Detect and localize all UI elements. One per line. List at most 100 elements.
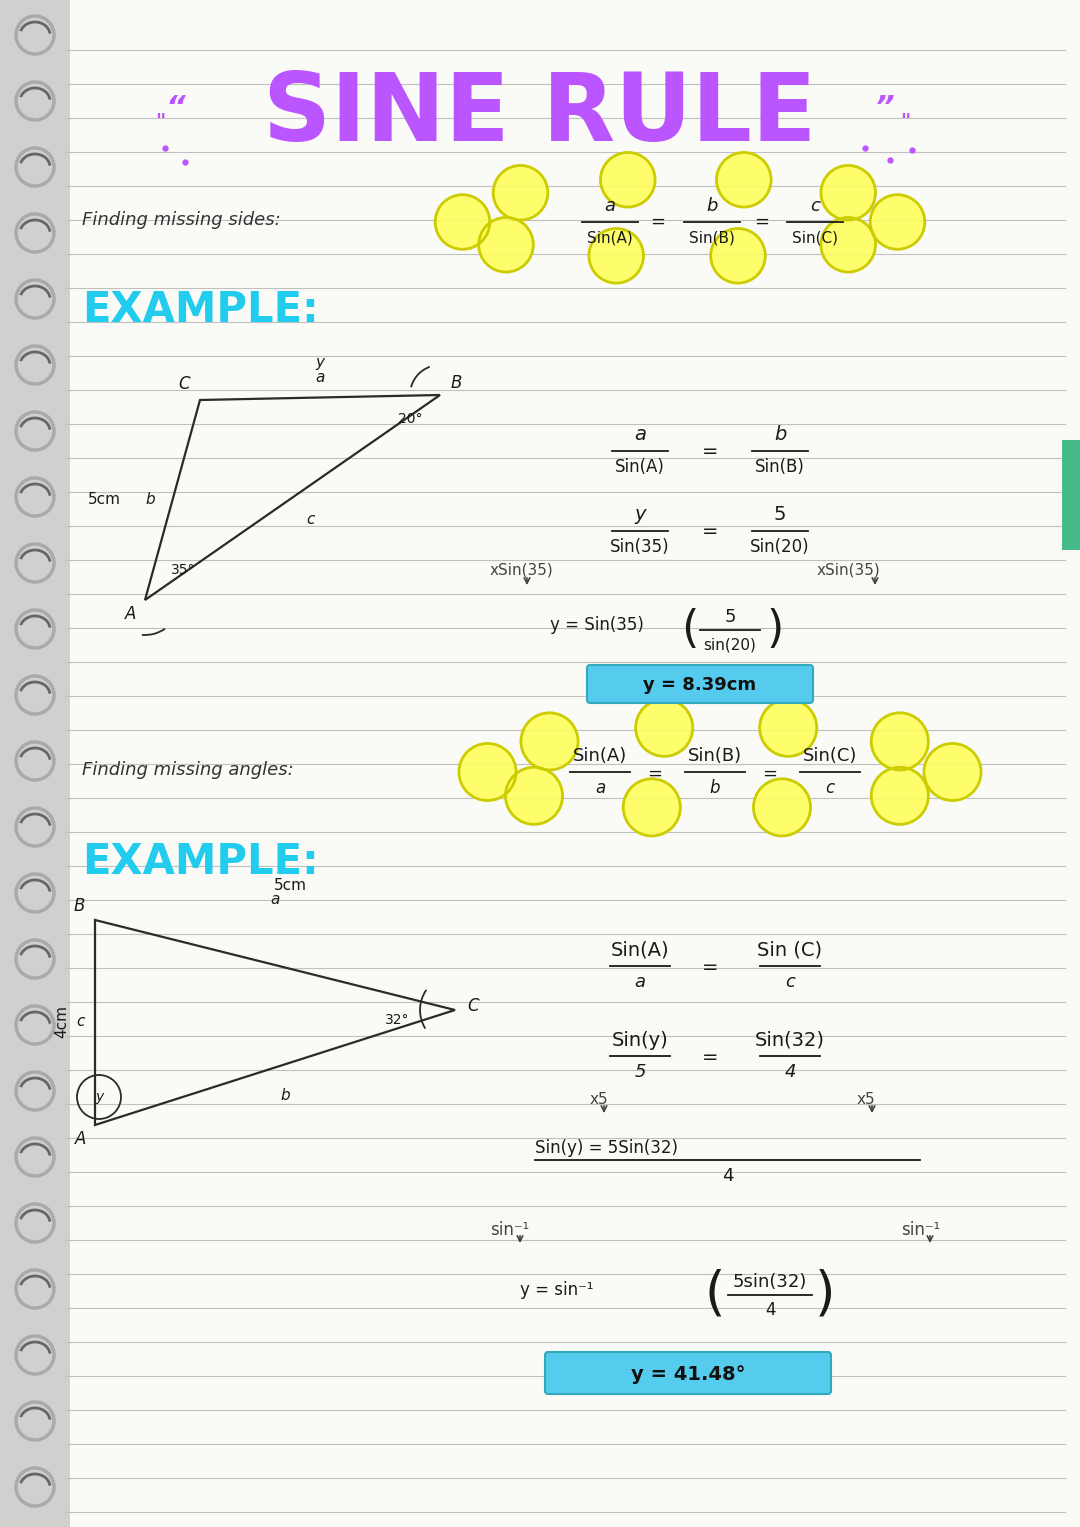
Text: C: C (468, 997, 478, 1015)
Circle shape (478, 217, 534, 272)
Text: y: y (634, 505, 646, 524)
Text: =: = (702, 443, 718, 461)
Circle shape (636, 699, 692, 756)
Text: a: a (315, 371, 325, 385)
Circle shape (754, 779, 811, 835)
Text: Sin(y) = 5Sin(32): Sin(y) = 5Sin(32) (535, 1139, 678, 1157)
FancyBboxPatch shape (545, 1351, 831, 1394)
Text: A: A (125, 605, 137, 623)
Text: Sin(B): Sin(B) (688, 747, 742, 765)
Circle shape (459, 744, 516, 800)
Text: xSin(35): xSin(35) (816, 562, 880, 577)
Text: y = 41.48°: y = 41.48° (631, 1365, 745, 1383)
Text: EXAMPLE:: EXAMPLE: (82, 289, 319, 331)
Text: =: = (702, 522, 718, 542)
Text: b: b (710, 779, 720, 797)
Circle shape (872, 767, 929, 825)
Text: =: = (648, 765, 662, 783)
Text: Sin(y): Sin(y) (611, 1031, 669, 1049)
Circle shape (521, 713, 578, 770)
FancyBboxPatch shape (588, 664, 813, 702)
Text: Sin(B): Sin(B) (689, 231, 734, 246)
Text: Sin(B): Sin(B) (755, 458, 805, 476)
Text: b: b (145, 493, 154, 507)
Text: b: b (706, 197, 718, 215)
Text: a: a (605, 197, 616, 215)
Text: B: B (73, 896, 84, 915)
Circle shape (870, 195, 924, 249)
Text: x5: x5 (590, 1092, 609, 1107)
Text: 5: 5 (634, 1063, 646, 1081)
Circle shape (924, 744, 981, 800)
Text: c: c (306, 513, 314, 527)
Text: Sin(32): Sin(32) (755, 1031, 825, 1049)
Text: 4: 4 (784, 1063, 796, 1081)
Text: Finding missing angles:: Finding missing angles: (82, 760, 294, 779)
Text: 4: 4 (765, 1301, 775, 1319)
Text: a: a (270, 892, 280, 907)
Text: 20°: 20° (397, 412, 422, 426)
Text: 32°: 32° (384, 1012, 409, 1028)
FancyBboxPatch shape (1062, 440, 1080, 550)
Circle shape (435, 195, 490, 249)
Text: c: c (785, 973, 795, 991)
Text: ”: ” (875, 93, 895, 122)
Text: “: “ (165, 93, 185, 122)
Text: Sin(35): Sin(35) (610, 538, 670, 556)
Text: c: c (810, 197, 820, 215)
Text: y = sin⁻¹: y = sin⁻¹ (519, 1281, 594, 1299)
Text: a: a (635, 973, 646, 991)
Text: Sin(A): Sin(A) (616, 458, 665, 476)
Text: b: b (773, 426, 786, 444)
Text: Sin(A): Sin(A) (588, 231, 633, 246)
Circle shape (872, 713, 929, 770)
Text: y = Sin(35): y = Sin(35) (550, 615, 644, 634)
Text: y: y (95, 1090, 103, 1104)
Text: a: a (634, 426, 646, 444)
Text: 5: 5 (773, 505, 786, 524)
Text: 5: 5 (725, 608, 735, 626)
Text: sin⁻¹: sin⁻¹ (901, 1222, 940, 1238)
Text: b: b (280, 1087, 289, 1102)
Text: y: y (315, 354, 324, 370)
Circle shape (821, 165, 876, 220)
Circle shape (494, 165, 548, 220)
Text: xSin(35): xSin(35) (490, 562, 554, 577)
Text: 5cm: 5cm (273, 878, 307, 893)
FancyBboxPatch shape (0, 0, 70, 1527)
Text: y = 8.39cm: y = 8.39cm (644, 676, 757, 693)
Text: Sin(A): Sin(A) (572, 747, 627, 765)
Text: 4: 4 (723, 1167, 733, 1185)
Text: a: a (595, 779, 605, 797)
Text: C: C (178, 376, 190, 392)
Text: SINE RULE: SINE RULE (264, 69, 816, 160)
Text: Sin(C): Sin(C) (792, 231, 838, 246)
Text: =: = (755, 212, 769, 231)
Circle shape (600, 153, 656, 208)
Text: Sin(C): Sin(C) (802, 747, 858, 765)
Circle shape (505, 767, 563, 825)
Text: (: ( (705, 1267, 726, 1319)
Text: ): ) (767, 608, 784, 652)
Text: =: = (650, 212, 665, 231)
Text: Finding missing sides:: Finding missing sides: (82, 211, 281, 229)
Circle shape (589, 229, 644, 282)
Text: Sin(20): Sin(20) (751, 538, 810, 556)
Circle shape (821, 217, 876, 272)
Text: =: = (762, 765, 778, 783)
Circle shape (623, 779, 680, 835)
FancyBboxPatch shape (55, 0, 1080, 1527)
Text: Sin(A): Sin(A) (610, 941, 670, 959)
Text: ": " (900, 113, 910, 131)
Text: Sin (C): Sin (C) (757, 941, 823, 959)
Text: ": " (154, 113, 165, 131)
Text: sin(20): sin(20) (703, 637, 756, 652)
Text: =: = (702, 959, 718, 977)
Text: EXAMPLE:: EXAMPLE: (82, 841, 319, 883)
Text: ): ) (814, 1267, 835, 1319)
Text: 5sin(32): 5sin(32) (733, 1274, 807, 1290)
Circle shape (711, 229, 766, 282)
Text: 5cm: 5cm (87, 493, 121, 507)
Text: =: = (702, 1049, 718, 1067)
Text: (: ( (681, 608, 699, 652)
